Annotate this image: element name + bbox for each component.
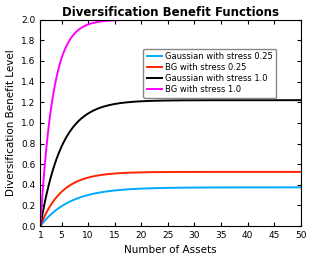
Gaussian with stress 0.25 — [179, 186, 183, 189]
Gaussian with stress 1.0 — [299, 99, 303, 102]
BG with stress 1.0 — [299, 18, 303, 21]
Gaussian with stress 1.0 — [293, 99, 296, 102]
Gaussian with stress 0.25 — [193, 186, 197, 189]
Line: Gaussian with stress 1.0: Gaussian with stress 1.0 — [40, 100, 301, 226]
BG with stress 0.25 — [179, 170, 183, 174]
BG with stress 0.25 — [252, 170, 256, 174]
BG with stress 0.25 — [299, 170, 303, 174]
Line: BG with stress 1.0: BG with stress 1.0 — [40, 20, 301, 226]
BG with stress 0.25 — [293, 170, 296, 174]
Legend: Gaussian with stress 0.25, BG with stress 0.25, Gaussian with stress 1.0, BG wit: Gaussian with stress 0.25, BG with stres… — [144, 49, 276, 98]
Gaussian with stress 1.0 — [162, 99, 166, 102]
BG with stress 0.25 — [38, 224, 42, 228]
Gaussian with stress 1.0 — [38, 224, 42, 228]
Gaussian with stress 0.25 — [38, 224, 42, 228]
Gaussian with stress 1.0 — [179, 99, 183, 102]
Title: Diversification Benefit Functions: Diversification Benefit Functions — [62, 5, 279, 19]
BG with stress 1.0 — [293, 18, 296, 21]
Gaussian with stress 0.25 — [293, 186, 296, 189]
Gaussian with stress 0.25 — [164, 186, 168, 189]
Gaussian with stress 0.25 — [162, 186, 166, 189]
Gaussian with stress 1.0 — [252, 99, 256, 102]
Line: BG with stress 0.25: BG with stress 0.25 — [40, 172, 301, 226]
Gaussian with stress 0.25 — [299, 186, 303, 189]
Y-axis label: Diversification Benefit Level: Diversification Benefit Level — [6, 50, 16, 196]
BG with stress 1.0 — [162, 18, 166, 21]
Gaussian with stress 1.0 — [164, 99, 168, 102]
Gaussian with stress 0.25 — [252, 186, 256, 189]
Line: Gaussian with stress 0.25: Gaussian with stress 0.25 — [40, 187, 301, 226]
BG with stress 0.25 — [193, 170, 197, 174]
X-axis label: Number of Assets: Number of Assets — [124, 245, 217, 256]
BG with stress 1.0 — [38, 224, 42, 228]
BG with stress 1.0 — [164, 18, 168, 21]
BG with stress 0.25 — [164, 170, 168, 174]
BG with stress 1.0 — [179, 18, 183, 21]
BG with stress 1.0 — [193, 18, 197, 21]
Gaussian with stress 1.0 — [193, 99, 197, 102]
BG with stress 0.25 — [162, 170, 166, 174]
BG with stress 1.0 — [252, 18, 256, 21]
